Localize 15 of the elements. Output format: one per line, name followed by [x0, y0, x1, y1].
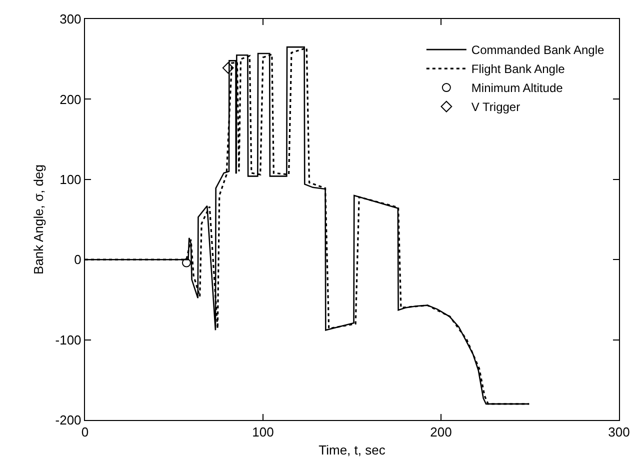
legend-label: Flight Bank Angle — [471, 62, 566, 76]
y-tick-label: -200 — [55, 412, 82, 428]
x-tick-label: 100 — [252, 424, 274, 440]
y-tick-label: 200 — [60, 92, 82, 107]
y-tick-label: 300 — [60, 12, 82, 27]
y-tick-label: 100 — [60, 172, 82, 187]
x-axis-title: Time, t, sec — [318, 442, 386, 458]
x-tick-label: 200 — [430, 424, 452, 440]
y-axis-title: Bank Angle, σ, deg — [31, 164, 46, 274]
y-tick-label: 0 — [74, 252, 82, 268]
legend-label: Minimum Altitude — [471, 81, 564, 96]
y-tick-label: -100 — [55, 332, 82, 348]
x-tick-label: 300 — [608, 424, 630, 440]
legend-label: V Trigger — [471, 100, 520, 114]
legend-label: Commanded Bank Angle — [471, 43, 604, 58]
